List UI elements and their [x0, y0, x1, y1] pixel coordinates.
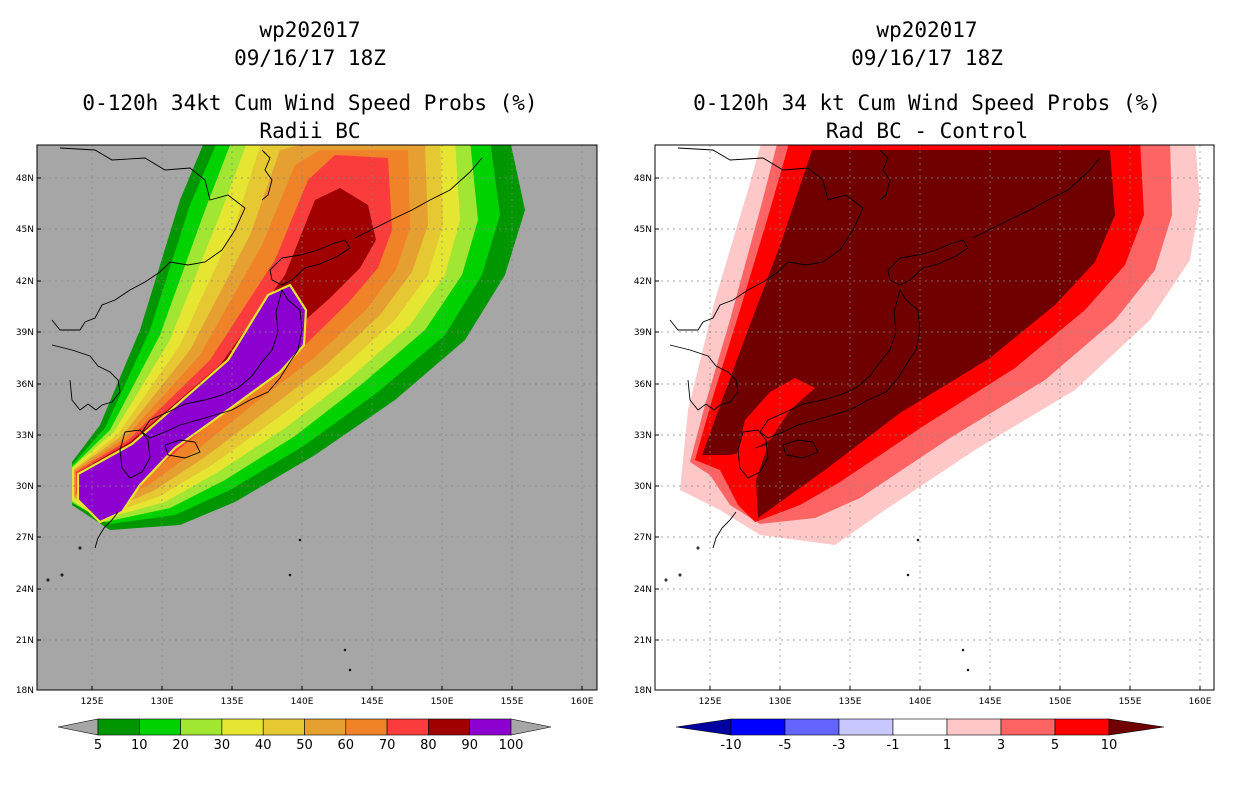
left-lat-label: 36N: [16, 380, 34, 390]
left-storm-id: wp202017: [259, 18, 361, 42]
right-datetime: 09/16/17 18Z: [851, 46, 1003, 70]
right-lon-label: 140E: [909, 697, 932, 707]
right-colorbar-label: 3: [997, 738, 1005, 753]
right-lon-label: 155E: [1119, 697, 1142, 707]
left-lat-label: 21N: [16, 636, 34, 646]
right-lon-label: 130E: [769, 697, 792, 707]
right-colorbar-swatch: [730, 718, 786, 736]
left-lat-label: 18N: [16, 686, 34, 696]
left-lat-label: 33N: [16, 431, 34, 441]
left-colorbar-label: 40: [255, 738, 272, 753]
left-colorbar-label: 70: [379, 738, 396, 753]
left-axes: 48N 45N 42N 39N 36N 33N 30N 27N 24N 21N 18N 125E 130…: [16, 174, 594, 707]
right-colorbar-under-triangle: [675, 718, 732, 736]
left-lat-label: 48N: [16, 174, 34, 184]
right-colorbar-label: -3: [833, 738, 846, 753]
right-lat-label: 18N: [634, 686, 652, 696]
left-lon-label: 125E: [81, 697, 104, 707]
left-lon-label: 155E: [501, 697, 524, 707]
right-lat-label: 42N: [634, 277, 652, 287]
left-colorbar-label: 80: [420, 738, 437, 753]
right-lat-label: 24N: [634, 585, 652, 595]
left-lon-label: 135E: [221, 697, 244, 707]
left-colorbar: 5 10 20 30 40 50 60 70 80 90 100: [57, 718, 552, 753]
left-colorbar-swatch: [304, 718, 347, 736]
right-lat-label: 27N: [634, 533, 652, 543]
left-subtitle: Radii BC: [259, 119, 361, 143]
right-lat-label: 30N: [634, 482, 652, 492]
left-colorbar-swatch: [221, 718, 264, 736]
right-colorbar-swatch: [1000, 718, 1056, 736]
right-lon-label: 160E: [1189, 697, 1212, 707]
right-difference-contours: [655, 145, 1214, 690]
left-colorbar-label: 5: [94, 738, 102, 753]
right-map: [654, 144, 1215, 691]
left-probability-contours: [37, 145, 597, 690]
right-colorbar-swatch: [946, 718, 1002, 736]
left-colorbar-label: 30: [214, 738, 231, 753]
left-colorbar-swatch: [180, 718, 223, 736]
right-lat-label: 48N: [634, 174, 652, 184]
right-lon-label: 145E: [979, 697, 1002, 707]
left-lon-label: 140E: [291, 697, 314, 707]
left-colorbar-swatch: [97, 718, 140, 736]
right-lon-label: 125E: [699, 697, 722, 707]
right-lat-label: 36N: [634, 380, 652, 390]
left-colorbar-swatch: [428, 718, 470, 736]
left-map: [36, 144, 598, 691]
right-colorbar-swatch: [892, 718, 948, 736]
right-title: 0-120h 34 kt Cum Wind Speed Probs (%): [693, 91, 1161, 115]
right-colorbar-label: -5: [779, 738, 792, 753]
right-colorbar-label: 5: [1051, 738, 1059, 753]
left-colorbar-swatch: [262, 718, 305, 736]
left-lat-label: 45N: [16, 225, 34, 235]
right-colorbar-over-triangle: [1108, 718, 1165, 736]
left-colorbar-swatch: [469, 718, 512, 736]
right-axes: 48N 45N 42N 39N 36N 33N 30N 27N 24N 21N 18N 125E 130…: [634, 174, 1212, 707]
left-colorbar-label: 20: [172, 738, 189, 753]
left-lat-label: 24N: [16, 585, 34, 595]
left-title: 0-120h 34kt Cum Wind Speed Probs (%): [82, 91, 538, 115]
left-colorbar-over-triangle: [510, 718, 552, 736]
left-colorbar-swatch: [386, 718, 429, 736]
right-colorbar-swatch: [784, 718, 840, 736]
left-colorbar-swatch: [139, 718, 181, 736]
right-colorbar: -10 -5 -3 -1 1 3 5 10: [675, 718, 1165, 753]
right-lon-label: 150E: [1049, 697, 1072, 707]
right-lat-label: 21N: [634, 636, 652, 646]
left-colorbar-label: 50: [296, 738, 313, 753]
left-colorbar-label: 10: [131, 738, 148, 753]
right-colorbar-swatch: [838, 718, 894, 736]
left-colorbar-label: 100: [499, 738, 524, 753]
left-lon-label: 160E: [571, 697, 594, 707]
right-lat-label: 45N: [634, 225, 652, 235]
right-colorbar-label: -1: [887, 738, 900, 753]
right-lon-label: 135E: [839, 697, 862, 707]
right-colorbar-swatch: [1054, 718, 1110, 736]
left-lon-label: 150E: [431, 697, 454, 707]
left-lat-label: 39N: [16, 328, 34, 338]
left-lat-label: 27N: [16, 533, 34, 543]
left-lat-label: 42N: [16, 277, 34, 287]
left-lon-label: 145E: [361, 697, 384, 707]
left-datetime: 09/16/17 18Z: [234, 46, 386, 70]
left-lon-label: 130E: [151, 697, 174, 707]
left-colorbar-under-triangle: [57, 718, 99, 736]
left-lat-label: 30N: [16, 482, 34, 492]
right-lat-label: 39N: [634, 328, 652, 338]
right-colorbar-label: 10: [1101, 738, 1118, 753]
right-colorbar-label: -10: [720, 738, 741, 753]
left-colorbar-label: 60: [338, 738, 355, 753]
right-storm-id: wp202017: [876, 18, 978, 42]
right-colorbar-label: 1: [943, 738, 951, 753]
right-subtitle: Rad BC - Control: [825, 119, 1029, 143]
left-colorbar-swatch: [345, 718, 388, 736]
right-lat-label: 33N: [634, 431, 652, 441]
left-colorbar-label: 90: [461, 738, 478, 753]
